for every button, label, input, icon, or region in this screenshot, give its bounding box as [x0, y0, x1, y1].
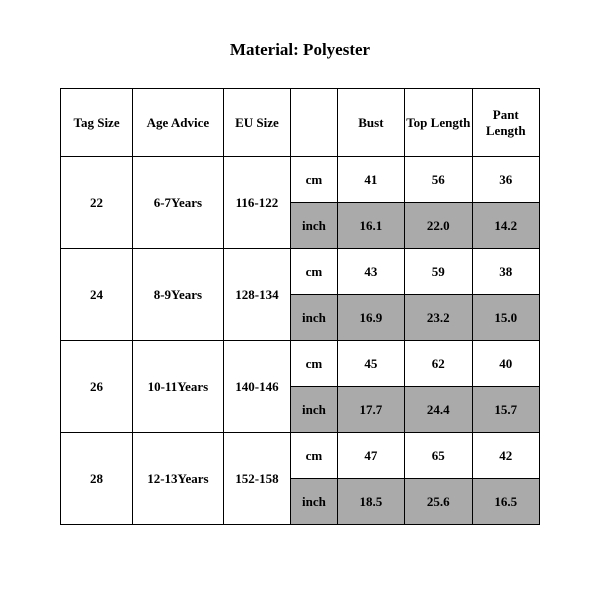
col-eu-size: EU Size	[223, 89, 290, 157]
col-pant-length: Pant Length	[472, 89, 539, 157]
cell-age-advice: 10-11Years	[133, 341, 224, 433]
cell-bust: 45	[337, 341, 404, 387]
col-tag-size: Tag Size	[61, 89, 133, 157]
cell-eu-size: 128-134	[223, 249, 290, 341]
cell-top-length: 62	[405, 341, 472, 387]
cell-unit: cm	[291, 157, 338, 203]
cell-pant-length: 36	[472, 157, 539, 203]
cell-unit: inch	[291, 295, 338, 341]
cell-bust: 16.9	[337, 295, 404, 341]
cell-pant-length: 16.5	[472, 479, 539, 525]
cell-tag-size: 22	[61, 157, 133, 249]
cell-age-advice: 6-7Years	[133, 157, 224, 249]
cell-pant-length: 15.0	[472, 295, 539, 341]
table-row: 248-9Years128-134cm435938	[61, 249, 540, 295]
cell-top-length: 65	[405, 433, 472, 479]
cell-bust: 18.5	[337, 479, 404, 525]
cell-unit: cm	[291, 433, 338, 479]
cell-bust: 17.7	[337, 387, 404, 433]
cell-eu-size: 152-158	[223, 433, 290, 525]
cell-top-length: 59	[405, 249, 472, 295]
cell-top-length: 25.6	[405, 479, 472, 525]
page-title: Material: Polyester	[60, 40, 540, 60]
cell-eu-size: 116-122	[223, 157, 290, 249]
cell-pant-length: 14.2	[472, 203, 539, 249]
cell-pant-length: 40	[472, 341, 539, 387]
cell-eu-size: 140-146	[223, 341, 290, 433]
size-chart-table: Tag Size Age Advice EU Size Bust Top Len…	[60, 88, 540, 525]
cell-unit: cm	[291, 341, 338, 387]
cell-tag-size: 28	[61, 433, 133, 525]
cell-top-length: 23.2	[405, 295, 472, 341]
col-unit	[291, 89, 338, 157]
cell-tag-size: 26	[61, 341, 133, 433]
table-row: 226-7Years116-122cm415636	[61, 157, 540, 203]
cell-bust: 16.1	[337, 203, 404, 249]
cell-pant-length: 38	[472, 249, 539, 295]
cell-top-length: 22.0	[405, 203, 472, 249]
cell-unit: inch	[291, 479, 338, 525]
table-body: 226-7Years116-122cm415636inch16.122.014.…	[61, 157, 540, 525]
cell-age-advice: 12-13Years	[133, 433, 224, 525]
col-top-length: Top Length	[405, 89, 472, 157]
col-age-advice: Age Advice	[133, 89, 224, 157]
col-bust: Bust	[337, 89, 404, 157]
cell-unit: inch	[291, 387, 338, 433]
cell-pant-length: 15.7	[472, 387, 539, 433]
cell-top-length: 24.4	[405, 387, 472, 433]
page-container: Material: Polyester Tag Size Age Advice …	[0, 0, 600, 525]
cell-top-length: 56	[405, 157, 472, 203]
cell-tag-size: 24	[61, 249, 133, 341]
cell-unit: inch	[291, 203, 338, 249]
cell-age-advice: 8-9Years	[133, 249, 224, 341]
cell-bust: 47	[337, 433, 404, 479]
cell-pant-length: 42	[472, 433, 539, 479]
table-row: 2610-11Years140-146cm456240	[61, 341, 540, 387]
table-row: 2812-13Years152-158cm476542	[61, 433, 540, 479]
cell-bust: 43	[337, 249, 404, 295]
table-header: Tag Size Age Advice EU Size Bust Top Len…	[61, 89, 540, 157]
cell-bust: 41	[337, 157, 404, 203]
cell-unit: cm	[291, 249, 338, 295]
